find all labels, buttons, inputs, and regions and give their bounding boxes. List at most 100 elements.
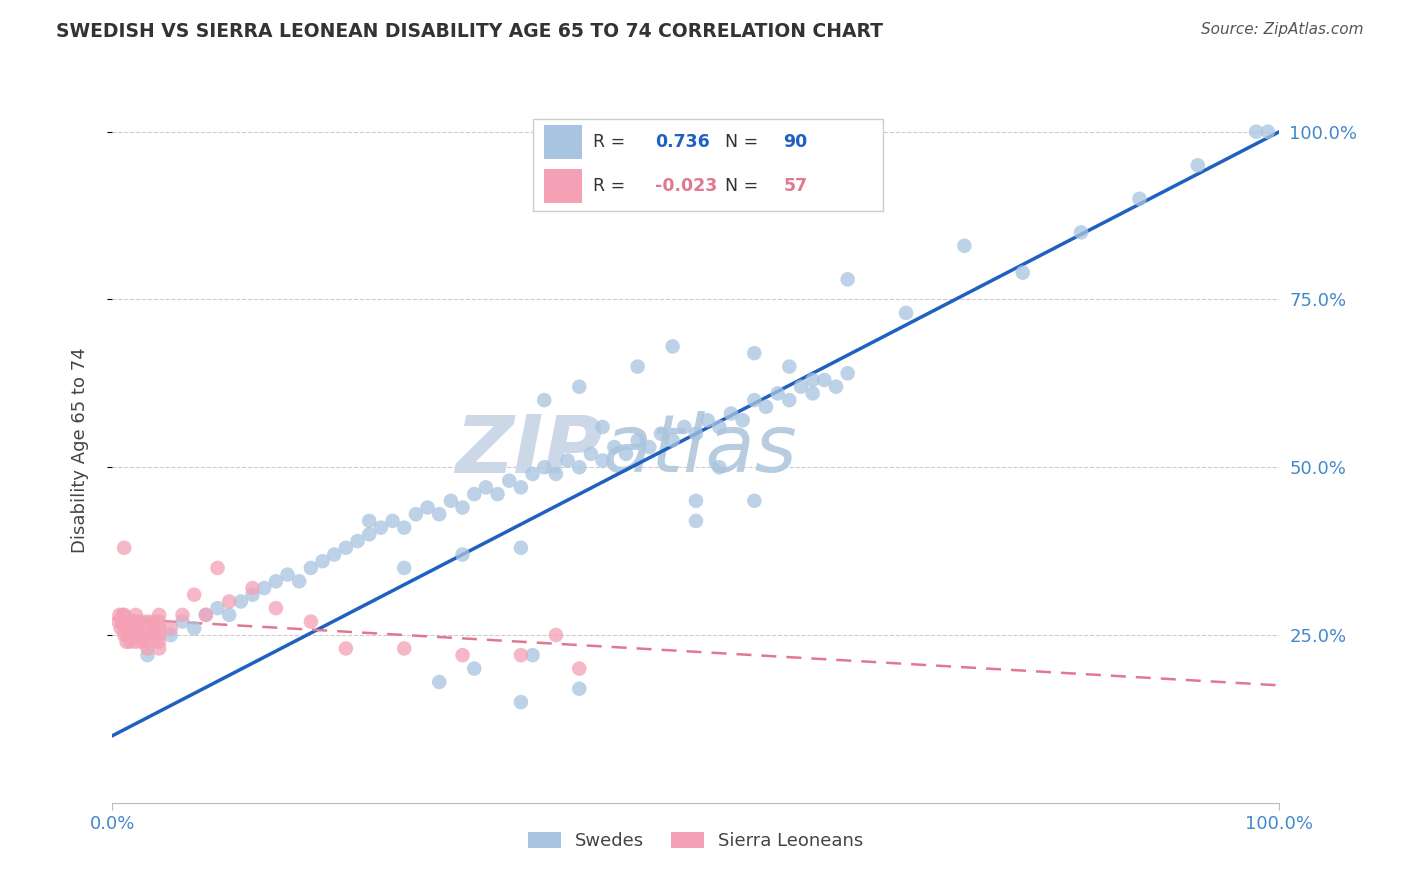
Point <box>451 548 474 562</box>
Point <box>463 487 485 501</box>
Point <box>115 634 138 648</box>
Point <box>110 621 132 635</box>
Point <box>288 574 311 589</box>
Point <box>568 681 591 696</box>
Point <box>125 634 148 648</box>
FancyBboxPatch shape <box>544 125 582 159</box>
Point <box>148 607 170 622</box>
Point <box>685 514 707 528</box>
Point <box>614 447 637 461</box>
Point <box>579 447 602 461</box>
Point <box>183 621 205 635</box>
Point <box>122 615 145 629</box>
Point <box>346 534 368 549</box>
Point <box>142 628 165 642</box>
Point <box>522 467 544 481</box>
Text: R =: R = <box>593 133 631 151</box>
Point <box>136 628 159 642</box>
Point <box>603 440 626 454</box>
Text: ZIP: ZIP <box>456 411 603 490</box>
Point <box>509 480 531 494</box>
Point <box>359 527 381 541</box>
Point <box>136 641 159 656</box>
Text: N =: N = <box>725 178 763 195</box>
Point <box>1070 225 1092 239</box>
Point <box>112 541 135 555</box>
Point <box>117 628 139 642</box>
Point <box>148 621 170 635</box>
Point <box>509 648 531 662</box>
Point <box>451 500 474 515</box>
Point <box>111 607 134 622</box>
Point <box>720 407 742 421</box>
Point <box>131 634 153 648</box>
Point <box>394 641 416 656</box>
Point <box>544 467 567 481</box>
Point <box>650 426 672 441</box>
Y-axis label: Disability Age 65 to 74: Disability Age 65 to 74 <box>70 348 89 553</box>
Point <box>112 615 135 629</box>
Point <box>112 628 135 642</box>
Point <box>533 460 555 475</box>
Point <box>522 648 544 662</box>
Point <box>825 380 848 394</box>
Point <box>744 493 766 508</box>
Point <box>335 641 357 656</box>
Point <box>544 628 567 642</box>
Point <box>696 413 718 427</box>
Point <box>207 561 229 575</box>
Point <box>766 386 789 401</box>
Text: atlas: atlas <box>603 411 797 490</box>
Point <box>172 615 194 629</box>
Point <box>136 648 159 662</box>
Point <box>121 621 143 635</box>
Point <box>568 460 591 475</box>
Point <box>394 521 416 535</box>
Point <box>194 607 217 622</box>
Text: R =: R = <box>593 178 631 195</box>
Point <box>194 607 217 622</box>
Point <box>475 480 498 494</box>
Point <box>125 607 148 622</box>
Point <box>778 359 800 374</box>
Point <box>335 541 357 555</box>
Point <box>131 615 153 629</box>
Point <box>953 239 976 253</box>
Point <box>463 662 485 676</box>
Point <box>264 601 287 615</box>
Point <box>160 621 183 635</box>
Point <box>685 426 707 441</box>
Point <box>242 581 264 595</box>
Text: 90: 90 <box>783 133 807 151</box>
Point <box>124 621 146 635</box>
Point <box>112 621 135 635</box>
Point <box>568 662 591 676</box>
Point <box>370 521 392 535</box>
Point <box>685 493 707 508</box>
Point <box>744 393 766 408</box>
Point <box>183 588 205 602</box>
Point <box>120 615 142 629</box>
Point <box>218 594 240 608</box>
Point <box>118 634 141 648</box>
Point <box>148 641 170 656</box>
Point <box>592 420 614 434</box>
Point <box>207 601 229 615</box>
Point <box>299 561 322 575</box>
Point <box>744 346 766 360</box>
Point <box>568 380 591 394</box>
Point <box>115 621 138 635</box>
Point <box>1244 125 1267 139</box>
Text: Source: ZipAtlas.com: Source: ZipAtlas.com <box>1201 22 1364 37</box>
Point <box>118 621 141 635</box>
FancyBboxPatch shape <box>533 120 883 211</box>
Point <box>837 272 859 286</box>
Point <box>148 634 170 648</box>
Text: -0.023: -0.023 <box>655 178 717 195</box>
Point <box>381 514 404 528</box>
Point <box>118 615 141 629</box>
Point <box>801 386 824 401</box>
Point <box>108 607 131 622</box>
Point <box>894 306 917 320</box>
Point <box>136 621 159 635</box>
